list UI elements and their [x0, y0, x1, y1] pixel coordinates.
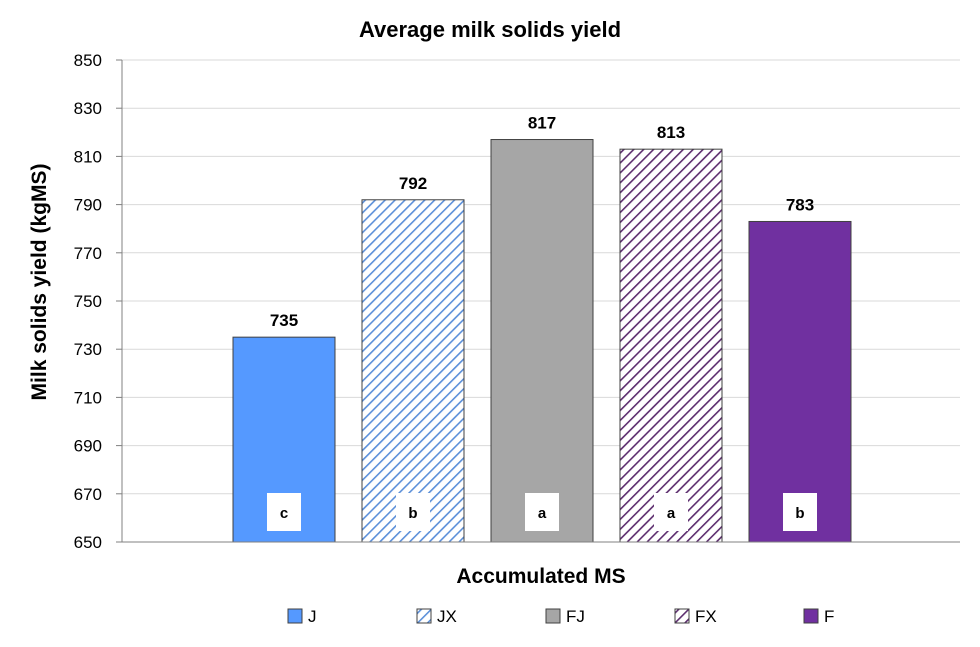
- bar-fx: [619, 148, 723, 543]
- significance-box-f: [783, 493, 817, 531]
- data-label-jx: 792: [399, 174, 427, 193]
- x-axis-title: Accumulated MS: [456, 565, 625, 588]
- y-axis-title: Milk solids yield (kgMS): [28, 164, 51, 401]
- significance-letter-fj: a: [538, 505, 547, 522]
- legend: J JX FJ FX F: [287, 607, 834, 626]
- y-tick-label: 690: [74, 437, 102, 456]
- y-tick-label: 730: [74, 340, 102, 359]
- data-label-j: 735: [270, 311, 298, 330]
- significance-letter-j: c: [280, 505, 288, 522]
- y-tick-label: 770: [74, 244, 102, 263]
- legend-swatch-f: [803, 608, 819, 624]
- significance-letter-f: b: [795, 505, 804, 522]
- y-tick-labels: 650 670 690 710 730 750 770 790 810 830 850: [74, 51, 102, 552]
- legend-label-f: F: [824, 607, 834, 626]
- data-label-fx: 813: [657, 123, 685, 142]
- legend-label-j: J: [308, 607, 317, 626]
- significance-box-j: [267, 493, 301, 531]
- data-label-f: 783: [786, 195, 814, 214]
- legend-swatch-j: [287, 608, 303, 624]
- significance-box-fj: [525, 493, 559, 531]
- y-tick-label: 650: [74, 533, 102, 552]
- data-labels: 735 792 817 813 783: [270, 114, 814, 331]
- legend-label-fj: FJ: [566, 607, 585, 626]
- legend-swatch-jx: [416, 608, 432, 624]
- axes: [121, 60, 960, 543]
- chart-title: Average milk solids yield: [359, 17, 621, 42]
- data-label-fj: 817: [528, 114, 556, 133]
- y-tick-label: 710: [74, 388, 102, 407]
- y-tick-label: 670: [74, 485, 102, 504]
- significance-box-fx: [654, 493, 688, 531]
- bar-jx: [361, 199, 465, 543]
- legend-label-fx: FX: [695, 607, 717, 626]
- y-tick-label: 790: [74, 196, 102, 215]
- y-tick-label: 810: [74, 147, 102, 166]
- significance-letter-fx: a: [667, 505, 676, 522]
- y-tick-label: 850: [74, 51, 102, 70]
- bar-f: [748, 220, 852, 543]
- legend-swatch-fj: [545, 608, 561, 624]
- significance-letter-jx: b: [408, 505, 417, 522]
- bar-fj: [490, 139, 594, 543]
- bars: [232, 139, 852, 543]
- y-tick-label: 830: [74, 99, 102, 118]
- significance-box-jx: [396, 493, 430, 531]
- legend-label-jx: JX: [437, 607, 457, 626]
- legend-swatch-fx: [674, 608, 690, 624]
- y-tick-label: 750: [74, 292, 102, 311]
